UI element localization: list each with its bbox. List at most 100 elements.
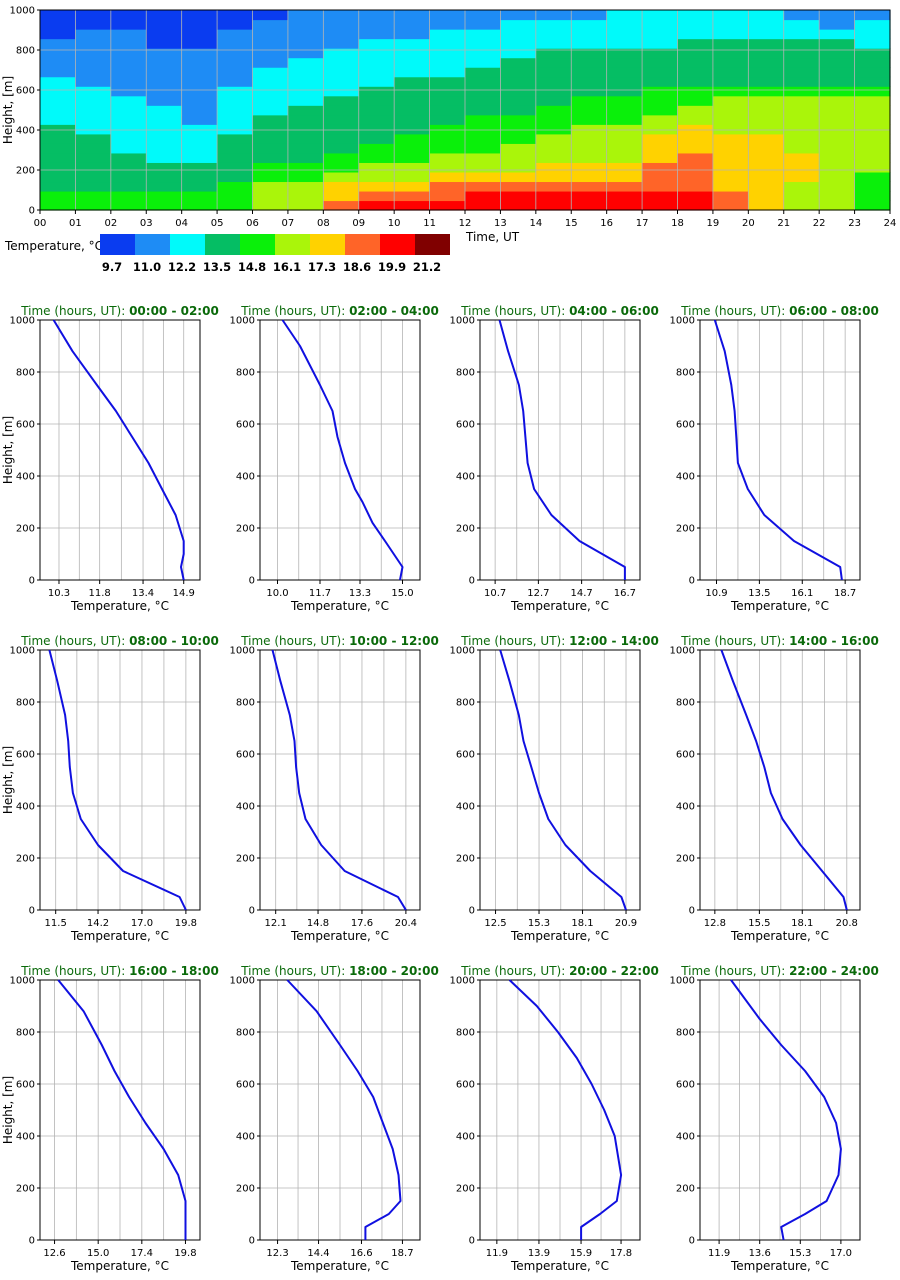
heatmap-cell <box>40 152 77 163</box>
profile-panel-title: Time (hours, UT): 04:00 - 06:00 <box>460 304 659 318</box>
heatmap-cell <box>40 133 77 144</box>
profile-y-tick-label: 800 <box>456 698 475 709</box>
profile-y-tick-label: 800 <box>676 368 695 379</box>
heatmap-cell <box>146 38 183 49</box>
heatmap-cell <box>535 29 572 40</box>
heatmap-cell <box>358 10 395 21</box>
heatmap-cell <box>712 105 749 116</box>
legend-label: Temperature, °C <box>4 239 103 253</box>
profile-x-tick-label: 17.0 <box>131 918 153 929</box>
heatmap-cell <box>606 19 643 30</box>
heatmap-cell <box>146 105 183 116</box>
heatmap-cell <box>500 162 537 173</box>
profile-y-tick-label: 600 <box>676 420 695 431</box>
heatmap-cell <box>358 105 395 116</box>
heatmap-cell <box>712 200 749 211</box>
heatmap-x-tick-label: 14 <box>529 218 542 229</box>
heatmap-cell <box>75 86 112 97</box>
heatmap-cell <box>712 57 749 68</box>
profile-x-tick-label: 12.3 <box>266 1248 288 1259</box>
profile-frame <box>259 979 421 1241</box>
heatmap-cell <box>712 190 749 202</box>
heatmap-cell <box>571 67 608 78</box>
profile-panel: Time (hours, UT): 06:00 - 08:00 0 200 400 60… <box>670 304 879 613</box>
heatmap-cell <box>642 171 679 183</box>
profile-y-tick-label: 800 <box>676 698 695 709</box>
heatmap-cell <box>146 95 183 106</box>
heatmap-cell <box>642 57 679 68</box>
heatmap-cell <box>40 181 77 192</box>
heatmap-cell <box>642 114 679 125</box>
heatmap-cell <box>394 29 431 40</box>
profile-y-tick-label: 400 <box>16 1132 35 1143</box>
heatmap-cell <box>394 10 431 21</box>
heatmap-cell <box>40 38 77 49</box>
heatmap-cell <box>677 48 714 59</box>
heatmap-cell <box>535 95 572 106</box>
heatmap-cell <box>748 95 785 106</box>
profile-panel-title: Time (hours, UT): 16:00 - 18:00 <box>20 964 219 978</box>
legend-swatches <box>100 234 450 255</box>
profile-y-tick-label: 200 <box>16 1184 35 1195</box>
heatmap-cell <box>75 95 112 106</box>
heatmap-x-tick-label: 23 <box>848 218 861 229</box>
heatmap-cell <box>642 143 679 154</box>
heatmap-cell <box>252 29 289 40</box>
heatmap-cell <box>358 19 395 30</box>
heatmap-cell <box>712 38 749 49</box>
profile-x-tick-label: 18.1 <box>791 918 813 929</box>
profile-y-tick-label: 200 <box>676 524 695 535</box>
heatmap-cell <box>323 19 360 30</box>
heatmap-cell <box>748 76 785 87</box>
profile-y-tick-label: 1000 <box>10 316 35 327</box>
heatmap-cell <box>854 133 891 144</box>
heatmap-cell <box>465 181 502 192</box>
heatmap-cell <box>712 95 749 106</box>
heatmap-cell <box>252 133 289 144</box>
profile-xlabel: Temperature, °C <box>730 599 829 613</box>
heatmap-cell <box>287 76 324 87</box>
heatmap-cell <box>40 124 77 135</box>
heatmap-cell <box>854 152 891 163</box>
time-height-heatmap: 00 01 02 03 04 05 06 07 08 09 10 11 12 13 14 15 16 17 18 19… <box>1 6 896 245</box>
heatmap-cell <box>819 67 856 78</box>
profile-x-tick-label: 19.8 <box>174 1248 196 1259</box>
heatmap-cell <box>110 67 147 78</box>
profile-y-tick-label: 1000 <box>450 646 475 657</box>
profile-x-tick-label: 12.1 <box>265 918 287 929</box>
heatmap-cell <box>110 200 147 211</box>
heatmap-cell <box>394 181 431 192</box>
heatmap-cell <box>429 19 466 30</box>
heatmap-cell <box>606 38 643 49</box>
heatmap-x-tick-label: 21 <box>777 218 790 229</box>
heatmap-cell <box>854 19 891 30</box>
heatmap-x-tick-label: 22 <box>813 218 826 229</box>
heatmap-cell <box>500 48 537 59</box>
heatmap-cell <box>606 200 643 211</box>
heatmap-cell <box>854 48 891 59</box>
heatmap-cell <box>606 57 643 68</box>
heatmap-cell <box>677 171 714 183</box>
heatmap-cell <box>394 57 431 68</box>
heatmap-cell <box>748 200 785 211</box>
heatmap-cell <box>677 143 714 154</box>
heatmap-cell <box>642 10 679 21</box>
heatmap-cell <box>217 38 254 49</box>
legend-swatch <box>170 234 205 255</box>
heatmap-cell <box>323 143 360 154</box>
profile-y-tick-label: 1000 <box>230 316 255 327</box>
heatmap-cell <box>323 162 360 173</box>
profile-y-tick-label: 600 <box>456 750 475 761</box>
heatmap-cell <box>783 162 820 173</box>
heatmap-cell <box>429 29 466 40</box>
profile-y-tick-label: 200 <box>456 524 475 535</box>
heatmap-cell <box>677 19 714 30</box>
heatmap-cell <box>854 86 891 97</box>
heatmap-x-tick-label: 09 <box>352 218 365 229</box>
heatmap-x-tick-label: 18 <box>671 218 684 229</box>
heatmap-cell <box>217 171 254 183</box>
heatmap-cell <box>571 76 608 87</box>
heatmap-cell <box>712 152 749 163</box>
heatmap-cell <box>712 171 749 183</box>
heatmap-cell <box>571 19 608 30</box>
